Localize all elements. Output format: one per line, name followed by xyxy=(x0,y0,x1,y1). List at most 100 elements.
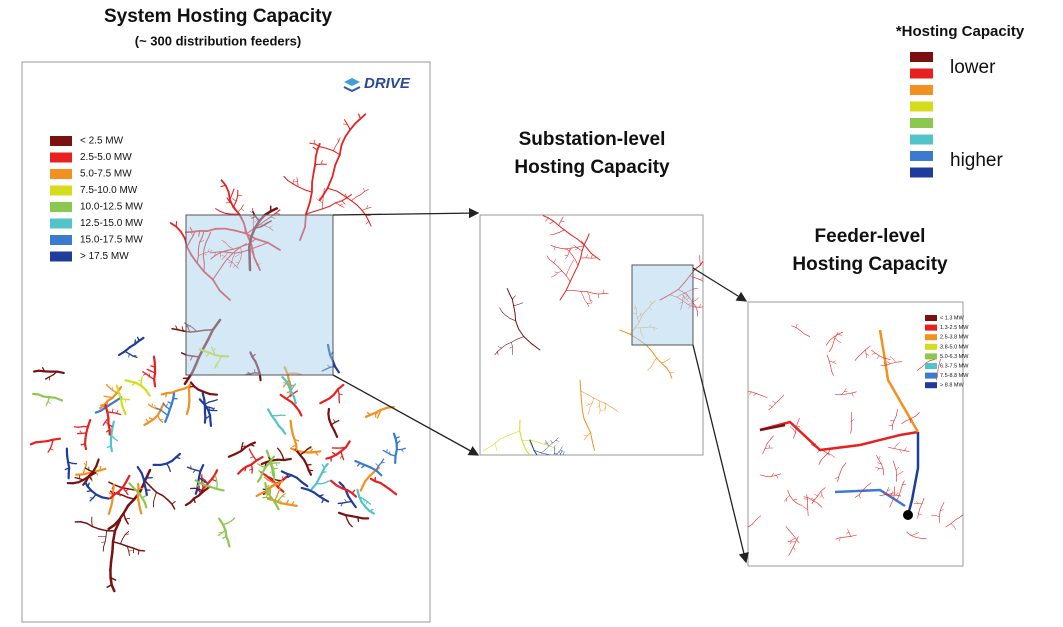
feeder-line xyxy=(121,399,125,400)
feeder-line xyxy=(341,447,346,448)
feeder-line xyxy=(563,475,568,476)
feeder-line xyxy=(531,456,536,462)
legend-swatch xyxy=(50,202,72,212)
feeder-line xyxy=(552,474,557,476)
feeder-line xyxy=(546,458,552,459)
zoom-box xyxy=(632,265,693,345)
feeder-line xyxy=(251,465,252,469)
legend-label: < 2.5 MW xyxy=(80,136,124,147)
feeder-line xyxy=(154,357,155,362)
feeder-line xyxy=(530,467,534,468)
legend-swatch xyxy=(925,325,937,331)
feeder-line xyxy=(565,460,570,462)
key-swatch xyxy=(910,118,933,128)
key-swatch xyxy=(910,102,933,112)
feeder-line xyxy=(515,313,516,321)
legend-swatch xyxy=(50,136,72,146)
key-legend xyxy=(910,52,933,178)
feeder-line xyxy=(549,464,551,468)
feeder-title: Hosting Capacity xyxy=(792,254,948,275)
feeder-line xyxy=(358,517,359,521)
feeder-line xyxy=(113,485,114,490)
feeder-line xyxy=(107,412,112,413)
feeder-line xyxy=(307,465,311,466)
key-swatch xyxy=(910,85,933,95)
legend-label: 6.3-7.5 MW xyxy=(940,363,969,369)
feeder-line xyxy=(558,477,563,483)
feeder-line xyxy=(139,550,145,551)
feeder-line xyxy=(547,471,552,474)
legend-label: 7.5-10.0 MW xyxy=(80,185,138,196)
feeder-line xyxy=(524,472,525,477)
feeder-line xyxy=(292,505,297,506)
feeder-line xyxy=(106,531,107,537)
feeder-line xyxy=(527,462,529,467)
feeder-line xyxy=(315,164,321,165)
feeder-line xyxy=(326,457,331,458)
feeder-line xyxy=(529,456,530,462)
feeder-line xyxy=(560,458,565,460)
legend-label: 10.0-12.5 MW xyxy=(80,202,143,213)
legend-swatch xyxy=(925,334,937,340)
feeder-line xyxy=(208,410,212,411)
legend-swatch xyxy=(50,169,72,179)
feeder-line xyxy=(565,493,568,496)
feeder-line xyxy=(229,192,230,200)
legend-label: 15.0-17.5 MW xyxy=(80,235,143,246)
feeder-line xyxy=(100,469,105,470)
legend-swatch xyxy=(925,382,937,388)
key-swatch xyxy=(910,168,933,178)
feeder-line xyxy=(49,377,50,380)
feeder-line xyxy=(74,427,78,428)
legend-swatch xyxy=(925,315,937,321)
system-title: System Hosting Capacity xyxy=(104,6,332,27)
feeder-line xyxy=(552,472,558,477)
substation-title: Hosting Capacity xyxy=(514,157,670,178)
feeder-line xyxy=(145,502,146,507)
legend-label: 3.8-5.0 MW xyxy=(940,344,969,350)
legend-label: 5.0-7.5 MW xyxy=(80,169,132,180)
feeder-line xyxy=(542,467,547,471)
feeder-line xyxy=(568,474,572,476)
feeder-line xyxy=(704,307,706,310)
feeder-line xyxy=(565,488,568,493)
feeder-line xyxy=(111,446,112,451)
feeder-line xyxy=(565,457,567,461)
key-title: *Hosting Capacity xyxy=(896,23,1025,40)
substation-title: Substation-level xyxy=(519,129,666,150)
feeder-line xyxy=(34,371,39,372)
legend-label: 2.5-3.8 MW xyxy=(940,335,969,341)
feeder-line xyxy=(111,552,112,561)
feeder-line xyxy=(173,394,174,399)
legend-swatch xyxy=(925,373,937,379)
feeder-line xyxy=(525,467,527,472)
legend-swatch xyxy=(925,353,937,359)
feeder-line xyxy=(376,414,379,415)
feeder-line xyxy=(228,541,229,546)
feeder-line xyxy=(569,459,570,462)
feeder-line xyxy=(112,542,113,552)
feeder-line xyxy=(562,482,565,488)
feeder-line xyxy=(536,462,542,466)
legend-swatch xyxy=(50,235,72,245)
feeder-line xyxy=(704,255,708,259)
feeder-line xyxy=(531,472,533,476)
feeder-line xyxy=(548,459,549,463)
legend-label: 5.0-6.3 MW xyxy=(940,354,969,360)
zoom-box xyxy=(186,215,333,375)
legend-label: < 1.3 MW xyxy=(940,315,964,321)
legend-label: 12.5-15.0 MW xyxy=(80,218,143,229)
feeder-line xyxy=(276,415,280,416)
legend-label: 2.5-5.0 MW xyxy=(80,152,132,163)
feeder-line xyxy=(79,427,83,428)
feeder-line xyxy=(107,401,108,405)
feeder-line xyxy=(533,467,534,472)
feeder-line xyxy=(273,468,277,469)
feeder-line xyxy=(110,561,111,570)
feeder-map-panel xyxy=(748,302,963,566)
feeder-line xyxy=(108,397,112,398)
feeder-line xyxy=(569,493,573,497)
feeder-line xyxy=(191,466,192,469)
feeder-line xyxy=(342,502,346,503)
legend-swatch xyxy=(50,219,72,229)
